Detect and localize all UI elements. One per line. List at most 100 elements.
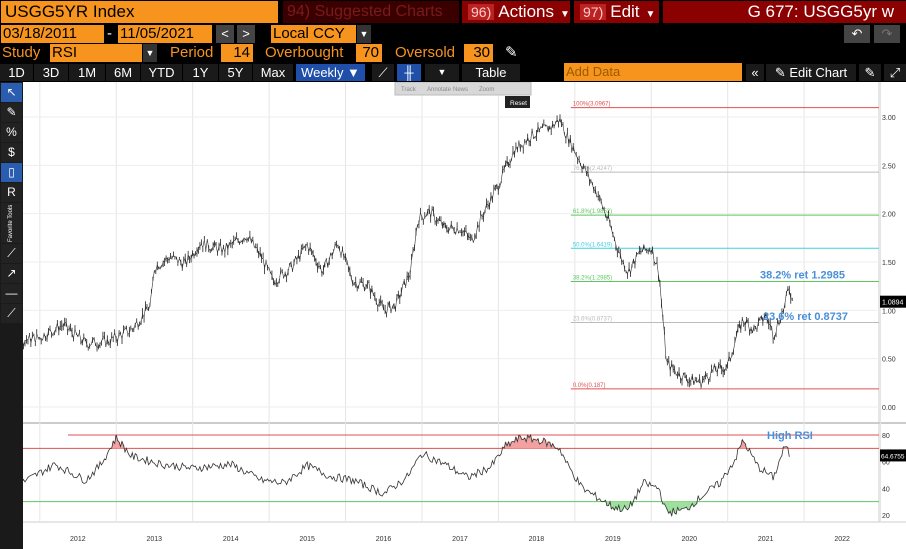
tf-5y-button[interactable]: 5Y <box>219 64 252 81</box>
page-title: G 677: USGG5yr w <box>663 1 906 23</box>
annotation-38-2: 38.2% ret 1.2985 <box>760 269 845 281</box>
edit-chart-button[interactable]: ✎ Edit Chart <box>766 64 856 81</box>
study-bar: Study RSI ▼ Period 14 Overbought 70 Over… <box>0 44 906 63</box>
collapse-icon[interactable]: « <box>746 64 764 81</box>
actions-label: Actions <box>498 2 554 21</box>
currency-select[interactable]: Local CCY <box>271 25 356 43</box>
title-bar: USGG5YR Index 94) Suggested Charts 96) Ac… <box>0 0 906 24</box>
edit-icon[interactable]: ✎ <box>859 64 881 81</box>
mini-toolbar-track[interactable]: Track <box>401 87 417 93</box>
rsi-tick-label: 40 <box>882 486 890 493</box>
fib-label: 61.8%(1.9852) <box>573 209 612 215</box>
mini-toolbar-annotate[interactable]: Annotate <box>427 87 452 93</box>
brush-icon[interactable]: ⟋ <box>1 244 22 263</box>
rsi-line <box>0 433 790 518</box>
chart-svg[interactable]: 100%(3.0967) 76.4%(2.4247) 61.8%(1.9852) 50… <box>0 81 906 549</box>
study-label: Study <box>2 44 41 61</box>
tf-ytd-button[interactable]: YTD <box>141 64 182 81</box>
suggested-label: Suggested Charts <box>314 3 443 20</box>
period-label: Period <box>170 44 214 61</box>
x-tick-label: 2013 <box>146 536 162 543</box>
drawing-toolbox: ↖ ✎% $ ▯ R Favorite Tools ⟋ ↗ — ⟋ <box>0 82 23 549</box>
ticker-field[interactable]: USGG5YR Index <box>1 1 278 23</box>
price-tick-label: 2.50 <box>882 163 896 170</box>
price-tick-label: 1.00 <box>882 308 896 315</box>
tf-6m-button[interactable]: 6M <box>106 64 140 81</box>
actions-menu[interactable]: 96) Actions ▼ <box>462 1 570 23</box>
reset-button[interactable] <box>505 96 530 108</box>
suggested-charts-button[interactable]: 94) Suggested Charts <box>283 1 459 23</box>
edit-menu[interactable]: 97) Edit ▼ <box>574 1 659 23</box>
mini-toolbar <box>394 81 532 96</box>
last-rsi-label: 64.6755 <box>881 453 905 460</box>
date-bar: 03/18/2011 - 11/05/2021 < > Local CCY ▼ … <box>0 24 906 44</box>
actions-num: 96) <box>468 4 495 20</box>
caret-down-icon: ▼ <box>559 9 570 20</box>
expand-icon[interactable]: ⤢ <box>884 64 906 81</box>
undo-button[interactable]: ↶ <box>844 25 870 43</box>
annotation-23-6: 23.6% ret 0.8737 <box>763 311 848 323</box>
last-price-label: 1.0894 <box>882 300 904 307</box>
fib-label: 76.4%(2.4247) <box>573 166 612 172</box>
R-icon[interactable]: R <box>1 183 22 202</box>
currency-dropdown-icon[interactable]: ▼ <box>357 25 371 43</box>
reset-label[interactable]: Reset <box>510 100 527 107</box>
suggested-num: 94) <box>287 3 311 20</box>
period-input[interactable]: 14 <box>221 44 253 62</box>
edit-label: Edit <box>610 2 640 21</box>
bar-chart-icon[interactable]: ╫ <box>397 64 421 81</box>
tf-3d-button[interactable]: 3D <box>34 64 68 81</box>
bar-icon[interactable]: ▯ <box>1 163 22 182</box>
frequency-select[interactable]: Weekly ▼ <box>296 64 365 81</box>
redo-button[interactable]: ↷ <box>874 25 900 43</box>
mini-toolbar-news[interactable]: News <box>453 87 468 93</box>
ruler-icon[interactable]: ⟋ <box>1 304 22 323</box>
tf-1m-button[interactable]: 1M <box>69 64 105 81</box>
dollar-icon[interactable]: $ <box>1 143 22 162</box>
oversold-label: Oversold <box>395 44 456 61</box>
pencil-icon[interactable]: ✎ <box>1 103 22 122</box>
fib-label: 100%(3.0967) <box>573 102 611 108</box>
start-date-input[interactable]: 03/18/2011 <box>1 25 104 43</box>
hline-icon[interactable]: — <box>1 284 22 303</box>
fib-label: 23.6%(0.8737) <box>573 317 612 323</box>
chart-area[interactable]: 100%(3.0967) 76.4%(2.4247) 61.8%(1.9852) 50… <box>0 81 906 549</box>
next-period-button[interactable]: > <box>237 25 255 43</box>
tf-1d-button[interactable]: 1D <box>0 64 33 81</box>
percent-icon[interactable]: % <box>1 123 22 142</box>
fib-label: 0.0%(0.187) <box>573 383 606 389</box>
rsi-tick-label: 20 <box>882 513 890 520</box>
x-tick-label: 2021 <box>758 536 774 543</box>
pencil-icon[interactable]: ✎ <box>505 44 518 61</box>
line-chart-icon[interactable]: ⟋ <box>372 64 394 81</box>
study-select[interactable]: RSI <box>50 44 142 62</box>
x-tick-label: 2015 <box>299 536 315 543</box>
arrow-icon[interactable]: ↖ <box>1 83 22 102</box>
price-tick-label: 2.00 <box>882 212 896 219</box>
overbought-label: Overbought <box>265 44 344 61</box>
tf-max-button[interactable]: Max <box>253 64 293 81</box>
end-date-input[interactable]: 11/05/2021 <box>118 25 212 43</box>
table-button[interactable]: Table <box>462 64 520 81</box>
x-tick-label: 2022 <box>834 536 850 543</box>
prev-period-button[interactable]: < <box>216 25 234 43</box>
chart-type-dropdown-icon[interactable]: ▼ <box>425 64 459 81</box>
add-data-input[interactable]: Add Data <box>564 63 742 81</box>
rsi-annotation: High RSI <box>767 430 813 442</box>
x-tick-label: 2014 <box>223 536 239 543</box>
overbought-input[interactable]: 70 <box>356 44 382 62</box>
favorite-tools-icon[interactable]: Favorite Tools <box>1 203 22 243</box>
price-tick-label: 3.00 <box>882 115 896 122</box>
mini-toolbar-zoom[interactable]: Zoom <box>479 87 494 93</box>
line-icon[interactable]: ↗ <box>1 264 22 283</box>
edit-chart-label: Edit Chart <box>789 65 848 80</box>
tf-1y-button[interactable]: 1Y <box>183 64 218 81</box>
price-tick-label: 0.50 <box>882 357 896 364</box>
date-separator: - <box>107 25 112 42</box>
x-tick-label: 2019 <box>605 536 621 543</box>
last-rsi-tag <box>880 449 906 462</box>
oversold-input[interactable]: 30 <box>464 44 493 62</box>
study-dropdown-icon[interactable]: ▼ <box>143 44 157 62</box>
x-tick-label: 2020 <box>681 536 697 543</box>
x-tick-label: 2016 <box>376 536 392 543</box>
